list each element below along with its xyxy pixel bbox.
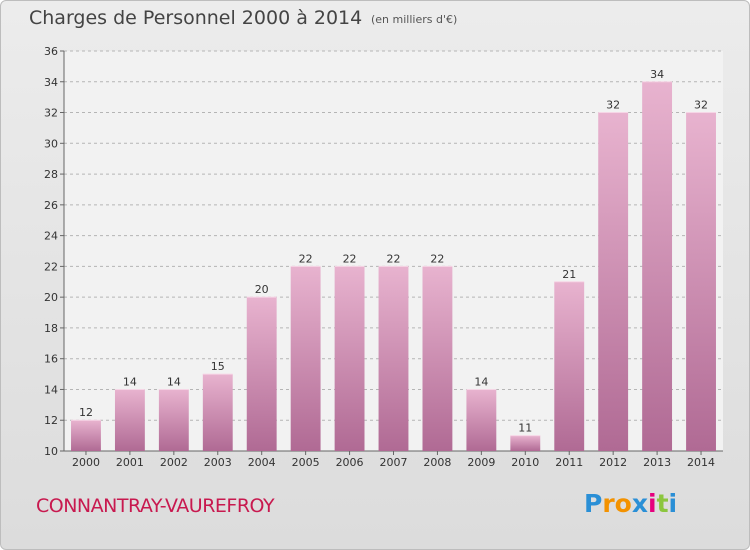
x-tick-label-2002: 2002	[160, 456, 188, 469]
logo-letter: t	[656, 489, 669, 518]
logo-letter: P	[584, 489, 603, 518]
bar-2000	[71, 420, 101, 451]
x-tick-label-2001: 2001	[116, 456, 144, 469]
value-label-2011: 21	[562, 268, 576, 281]
y-tick-label: 16	[44, 353, 58, 366]
value-label-2009: 14	[474, 375, 488, 388]
location-name: CONNANTRAY-VAUREFROY	[36, 495, 275, 517]
x-tick-label-2004: 2004	[248, 456, 276, 469]
x-tick-label-2006: 2006	[336, 456, 364, 469]
value-label-2002: 14	[167, 375, 181, 388]
logo-letter: i	[648, 489, 657, 518]
value-label-2007: 22	[387, 252, 401, 265]
bar-2007	[378, 266, 409, 451]
bar-2003	[202, 374, 233, 451]
logo-letter: o	[614, 489, 632, 518]
x-tick-label-2009: 2009	[467, 456, 495, 469]
y-tick-label: 28	[44, 168, 58, 181]
value-label-2003: 15	[211, 360, 225, 373]
y-tick-label: 32	[44, 107, 58, 120]
bar-2014	[686, 112, 716, 452]
bar-2009	[466, 389, 497, 451]
y-tick-label: 34	[44, 76, 58, 89]
x-tick-label-2005: 2005	[292, 456, 320, 469]
bar-2010	[510, 435, 541, 451]
y-tick-label: 20	[44, 291, 58, 304]
chart-title: Charges de Personnel 2000 à 2014	[29, 7, 363, 29]
bar-2004	[246, 297, 277, 451]
y-tick-label: 26	[44, 199, 58, 212]
y-tick-label: 30	[44, 137, 58, 150]
bar-2002	[158, 389, 189, 451]
value-label-2000: 12	[79, 406, 93, 419]
bar-2005	[290, 266, 321, 451]
value-label-2008: 22	[430, 252, 444, 265]
x-tick-label-2012: 2012	[599, 456, 627, 469]
y-tick-label: 12	[44, 414, 58, 427]
bar-2006	[334, 266, 365, 451]
x-tick-label-2013: 2013	[643, 456, 671, 469]
value-label-2014: 32	[694, 99, 708, 112]
bar-2013	[642, 81, 673, 452]
bar-2012	[598, 112, 629, 452]
x-tick-label-2011: 2011	[555, 456, 583, 469]
x-tick-label-2000: 2000	[72, 456, 100, 469]
y-tick-label: 36	[44, 45, 58, 58]
x-tick-label-2007: 2007	[380, 456, 408, 469]
value-label-2006: 22	[343, 252, 357, 265]
x-tick-label-2014: 2014	[687, 456, 715, 469]
x-tick-label-2010: 2010	[511, 456, 539, 469]
y-tick-label: 18	[44, 322, 58, 335]
proxiti-logo: Proxiti	[584, 489, 677, 518]
value-label-2005: 22	[299, 252, 313, 265]
value-label-2010: 11	[518, 422, 532, 435]
x-tick-label-2003: 2003	[204, 456, 232, 469]
y-tick-label: 22	[44, 260, 58, 273]
bar-2011	[554, 281, 585, 451]
logo-letter: x	[631, 489, 648, 518]
value-label-2013: 34	[650, 68, 664, 81]
value-label-2004: 20	[255, 283, 269, 296]
bar-2008	[422, 266, 453, 451]
value-label-2001: 14	[123, 375, 137, 388]
x-tick-label-2008: 2008	[423, 456, 451, 469]
y-tick-label: 14	[44, 383, 58, 396]
y-tick-label: 24	[44, 230, 58, 243]
y-tick-label: 10	[44, 445, 58, 458]
chart-subtitle: (en milliers d'€)	[371, 13, 458, 26]
logo-letter: r	[602, 489, 615, 518]
logo-letter: i	[668, 489, 678, 518]
value-label-2012: 32	[606, 99, 620, 112]
bar-2001	[114, 389, 145, 451]
